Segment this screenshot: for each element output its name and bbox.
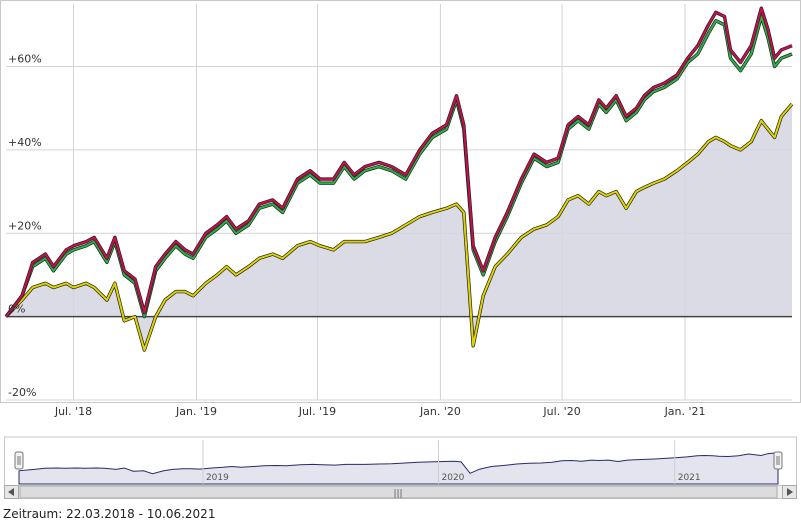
- navigator-tick-label: 2021: [678, 473, 701, 483]
- x-tick-label: Jan. '20: [419, 405, 461, 418]
- x-tick-label: Jan. '21: [664, 405, 706, 418]
- y-tick-label: -20%: [8, 386, 36, 399]
- x-tick-label: Jul. '20: [542, 405, 580, 418]
- x-tick-label: Jul. '18: [54, 405, 92, 418]
- series-line: [5, 7, 793, 318]
- series-line: [5, 103, 793, 351]
- scrollbar-thumb[interactable]: [19, 485, 778, 499]
- date-range-label: Zeitraum: 22.03.2018 - 10.06.2021: [3, 507, 216, 521]
- arrow-right-icon: [787, 488, 793, 496]
- x-tick-label: Jul. '19: [298, 405, 336, 418]
- scrollbar-grip: |||: [393, 489, 402, 499]
- navigator-handle-right[interactable]: [773, 451, 783, 470]
- navigator-tick-label: 2020: [442, 473, 465, 483]
- navigator-series: [18, 452, 779, 485]
- y-tick-label: +20%: [8, 219, 42, 232]
- arrow-left-icon: [8, 488, 14, 496]
- y-tick-label: +60%: [8, 53, 42, 66]
- x-tick-label: Jan. '19: [175, 405, 217, 418]
- y-tick-label: +40%: [8, 136, 42, 149]
- navigator-tick-label: 2019: [206, 473, 229, 483]
- y-tick-label: 0%: [8, 303, 25, 316]
- navigator-handle-left[interactable]: [14, 451, 24, 470]
